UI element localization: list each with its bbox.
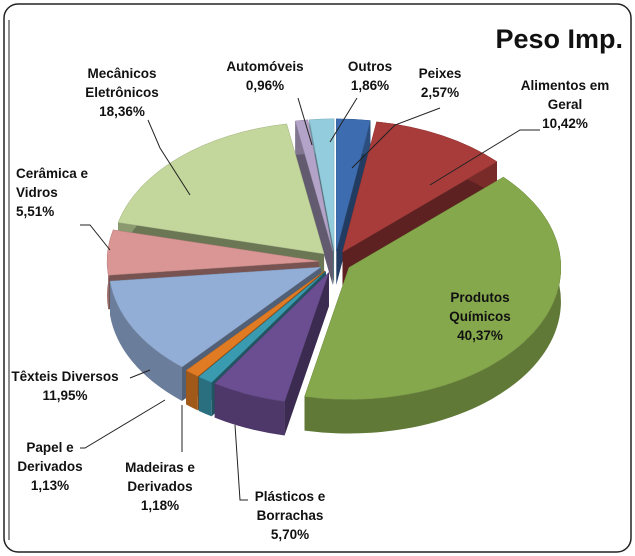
slice-wall bbox=[304, 177, 561, 434]
slice bbox=[342, 121, 498, 253]
leader-line bbox=[297, 97, 313, 146]
slice-wall bbox=[198, 376, 212, 417]
leader-line bbox=[351, 107, 441, 169]
slice-wall bbox=[110, 281, 182, 401]
category-label: Madeiras e Derivados bbox=[125, 460, 195, 494]
value-label: 11,95% bbox=[42, 388, 88, 403]
slice-wall bbox=[186, 370, 198, 411]
value-label: 1,86% bbox=[350, 78, 390, 93]
value-label: 18,36% bbox=[99, 104, 145, 119]
category-label: Mecânicos Eletrônicos bbox=[85, 66, 159, 100]
slice bbox=[106, 229, 320, 276]
frame bbox=[3, 3, 632, 553]
category-label: Cerâmica e Vidros bbox=[16, 166, 89, 200]
category-label: Produtos Químicos bbox=[449, 290, 511, 324]
value-label: 40,37% bbox=[457, 328, 503, 343]
value-label: 10,42% bbox=[542, 116, 588, 131]
leader-line bbox=[147, 119, 191, 196]
value-label: 1,18% bbox=[140, 498, 180, 513]
category-label: Automóveis bbox=[226, 59, 304, 74]
category-label: Papel e Derivados bbox=[17, 440, 83, 474]
slice bbox=[117, 123, 325, 255]
slice bbox=[198, 271, 327, 383]
category-label: Outros bbox=[347, 59, 393, 74]
value-label: 1,13% bbox=[30, 478, 70, 493]
category-label: Plásticos e Borrachas bbox=[254, 489, 326, 523]
slice bbox=[185, 270, 326, 377]
leader-line bbox=[80, 399, 166, 449]
leader-line bbox=[234, 424, 248, 501]
slice bbox=[109, 266, 322, 368]
category-label: Alimentos em Geral bbox=[520, 78, 610, 112]
slice-wall bbox=[214, 383, 285, 436]
slice bbox=[214, 272, 330, 402]
chart-title: Peso Imp. bbox=[495, 24, 623, 54]
slice bbox=[304, 176, 562, 400]
leader-line bbox=[80, 224, 111, 251]
leader-line bbox=[129, 369, 151, 379]
slice bbox=[336, 118, 371, 251]
value-label: 5,70% bbox=[270, 527, 310, 542]
value-label: 0,96% bbox=[245, 78, 285, 93]
leader-line bbox=[429, 129, 540, 186]
value-label: 5,51% bbox=[16, 204, 55, 219]
slice bbox=[294, 119, 333, 251]
slice bbox=[309, 118, 335, 251]
value-label: 2,57% bbox=[420, 85, 460, 100]
leader-line bbox=[329, 97, 358, 143]
category-label: Têxteis Diversos bbox=[11, 369, 119, 384]
category-label: Peixes bbox=[418, 66, 462, 81]
slice-side bbox=[295, 120, 333, 285]
